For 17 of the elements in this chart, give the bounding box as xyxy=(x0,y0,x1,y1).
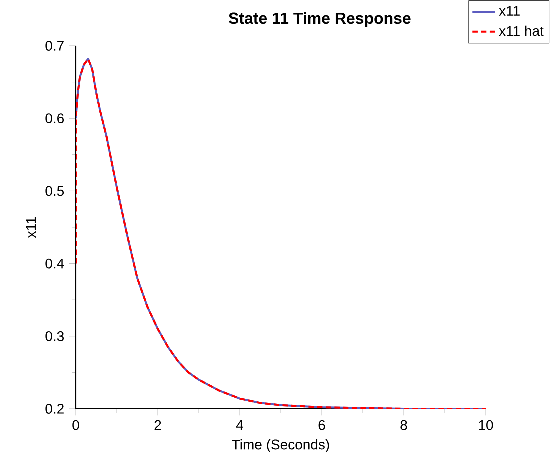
chart-title: State 11 Time Response xyxy=(228,12,411,28)
legend-label: x11 hat xyxy=(499,26,544,36)
y-tick-label: 0.6 xyxy=(46,114,64,124)
y-tick-label: 0.5 xyxy=(46,186,64,196)
y-tick-label: 0.2 xyxy=(46,404,64,414)
x-tick-label: 2 xyxy=(154,420,162,430)
x-tick-label: 6 xyxy=(318,420,326,430)
y-axis-title: x11 xyxy=(26,217,36,238)
x-tick-label: 0 xyxy=(72,420,80,430)
x-axis-title: Time (Seconds) xyxy=(232,439,330,452)
y-tick-label: 0.3 xyxy=(46,331,64,342)
legend-label: x11 xyxy=(499,6,520,16)
x-tick-label: 8 xyxy=(400,420,408,430)
x-tick-label: 10 xyxy=(479,420,494,430)
y-tick-label: 0.7 xyxy=(46,41,64,51)
y-tick-label: 0.4 xyxy=(46,258,64,269)
x-tick-label: 4 xyxy=(236,420,244,430)
